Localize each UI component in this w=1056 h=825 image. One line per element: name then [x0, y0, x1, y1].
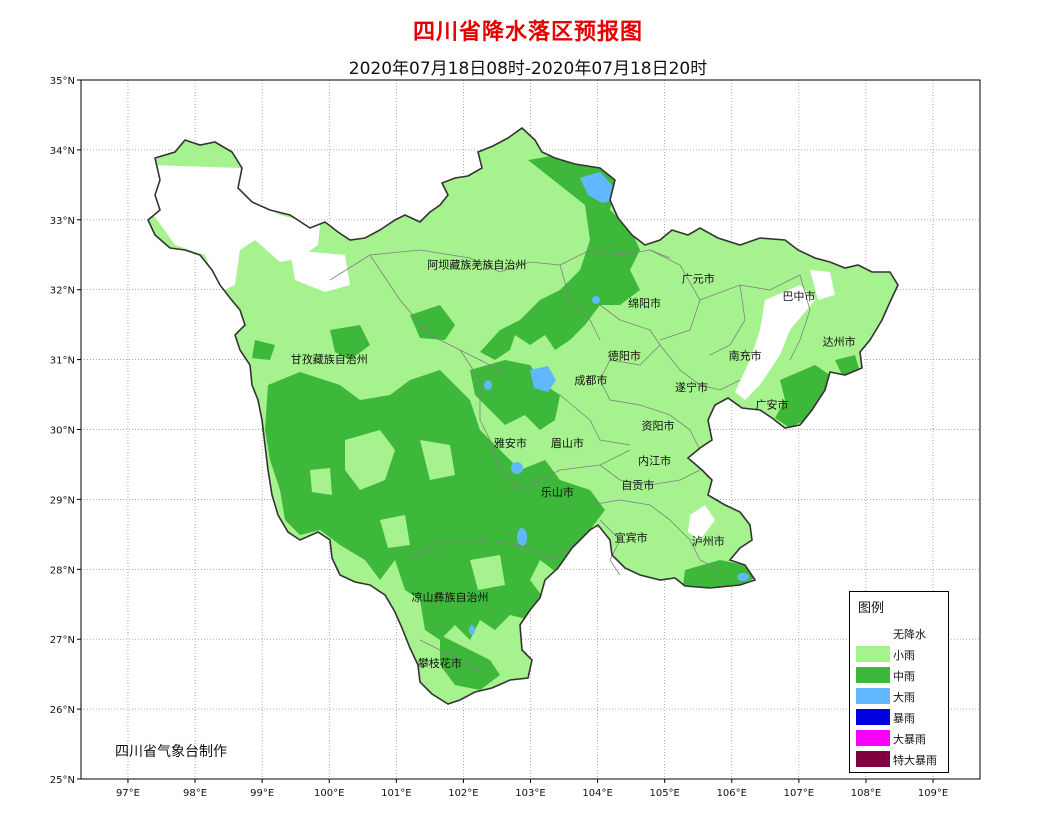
region-label: 乐山市: [541, 485, 574, 499]
lat-tick-label: 34°N: [50, 146, 75, 157]
lon-axis: 97°E 98°E 99°E 100°E 101°E 102°E 103°E 104°E 105…: [116, 779, 948, 799]
lon-tick-label: 104°E: [582, 788, 612, 799]
region-label: 阿坝藏族羌族自治州: [427, 258, 526, 272]
region-label: 资阳市: [641, 419, 674, 433]
producer-credit: 四川省气象台制作: [115, 744, 227, 760]
legend-item-rainstorm: 暴雨: [856, 707, 946, 725]
region-label: 南充市: [729, 349, 762, 363]
moderate-rain-areas: [252, 150, 860, 690]
legend-item-heavy-rain: 大雨: [856, 686, 946, 704]
legend-swatch: [856, 709, 890, 725]
heavy-rain-areas: [469, 172, 749, 635]
lat-tick-label: 30°N: [50, 426, 75, 437]
lat-tick-label: 26°N: [50, 705, 75, 716]
legend: 图例 无降水 小雨 中雨 大雨 暴雨 大暴雨 特大暴雨: [849, 591, 949, 773]
region-label: 泸州市: [692, 534, 725, 548]
legend-label: 大暴雨: [893, 733, 926, 746]
prefecture-boundaries: [329, 249, 811, 671]
legend-item-extreme-rainstorm: 特大暴雨: [856, 749, 946, 767]
region-label: 遂宁市: [675, 380, 708, 394]
legend-label: 特大暴雨: [893, 754, 937, 767]
lon-tick-label: 109°E: [918, 788, 948, 799]
lat-tick-label: 29°N: [50, 495, 75, 506]
lon-tick-label: 102°E: [448, 788, 478, 799]
legend-item-moderate-rain: 中雨: [856, 665, 946, 683]
region-label: 凉山彝族自治州: [411, 590, 488, 604]
legend-item-no-precip: 无降水: [856, 623, 946, 641]
light-rain-pockets: [310, 430, 505, 590]
region-label: 广元市: [682, 272, 715, 286]
legend-swatch: [856, 646, 890, 662]
region-label: 雅安市: [494, 436, 527, 450]
province-boundary: [147, 126, 899, 705]
no-precip-areas: [150, 165, 835, 540]
lat-tick-label: 25°N: [50, 775, 75, 786]
map-subtitle: 2020年07月18日08时-2020年07月18日20时: [348, 59, 708, 79]
region-label: 达州市: [823, 335, 856, 349]
lat-tick-label: 28°N: [50, 565, 75, 576]
legend-title: 图例: [858, 601, 885, 616]
region-label: 眉山市: [551, 436, 584, 450]
region-label: 绵阳市: [628, 296, 661, 310]
lon-tick-label: 108°E: [851, 788, 881, 799]
legend-item-light-rain: 小雨: [856, 644, 946, 662]
lon-tick-label: 100°E: [314, 788, 344, 799]
region-label: 巴中市: [782, 289, 815, 303]
lat-tick-label: 27°N: [50, 635, 75, 646]
legend-swatch: [856, 667, 890, 683]
lat-tick-label: 32°N: [50, 286, 75, 297]
legend-swatch: [856, 730, 890, 746]
legend-label: 无降水: [893, 628, 926, 641]
lat-axis: 35°N 34°N 33°N 32°N 31°N 30°N 29°N 28°N 27°N 26°N…: [50, 76, 81, 786]
lat-tick-label: 31°N: [50, 356, 75, 367]
region-label: 成都市: [574, 373, 607, 387]
region-label: 攀枝花市: [418, 656, 462, 670]
region-label: 宜宾市: [615, 530, 648, 544]
lon-tick-label: 105°E: [649, 788, 679, 799]
lon-tick-label: 101°E: [381, 788, 411, 799]
lon-tick-label: 99°E: [250, 788, 274, 799]
legend-swatch: [856, 688, 890, 704]
legend-label: 中雨: [893, 670, 915, 683]
lon-tick-label: 97°E: [116, 788, 140, 799]
lon-tick-label: 106°E: [717, 788, 747, 799]
legend-label: 大雨: [893, 691, 915, 704]
lon-tick-label: 98°E: [183, 788, 207, 799]
sichuan-province: [147, 126, 899, 705]
legend-swatch: [856, 751, 890, 767]
legend-item-heavy-rainstorm: 大暴雨: [856, 728, 946, 746]
legend-label: 暴雨: [893, 712, 915, 725]
lon-tick-label: 107°E: [784, 788, 814, 799]
region-label: 甘孜藏族自治州: [291, 352, 368, 366]
region-label: 内江市: [638, 453, 671, 467]
lon-tick-label: 103°E: [515, 788, 545, 799]
region-label: 广安市: [756, 398, 789, 412]
map-title: 四川省降水落区预报图: [412, 20, 643, 45]
region-label: 德阳市: [608, 349, 641, 363]
legend-swatch: [856, 625, 890, 641]
lat-tick-label: 33°N: [50, 216, 75, 227]
region-label: 自贡市: [621, 478, 654, 492]
lat-tick-label: 35°N: [50, 76, 75, 87]
legend-label: 小雨: [893, 649, 915, 662]
